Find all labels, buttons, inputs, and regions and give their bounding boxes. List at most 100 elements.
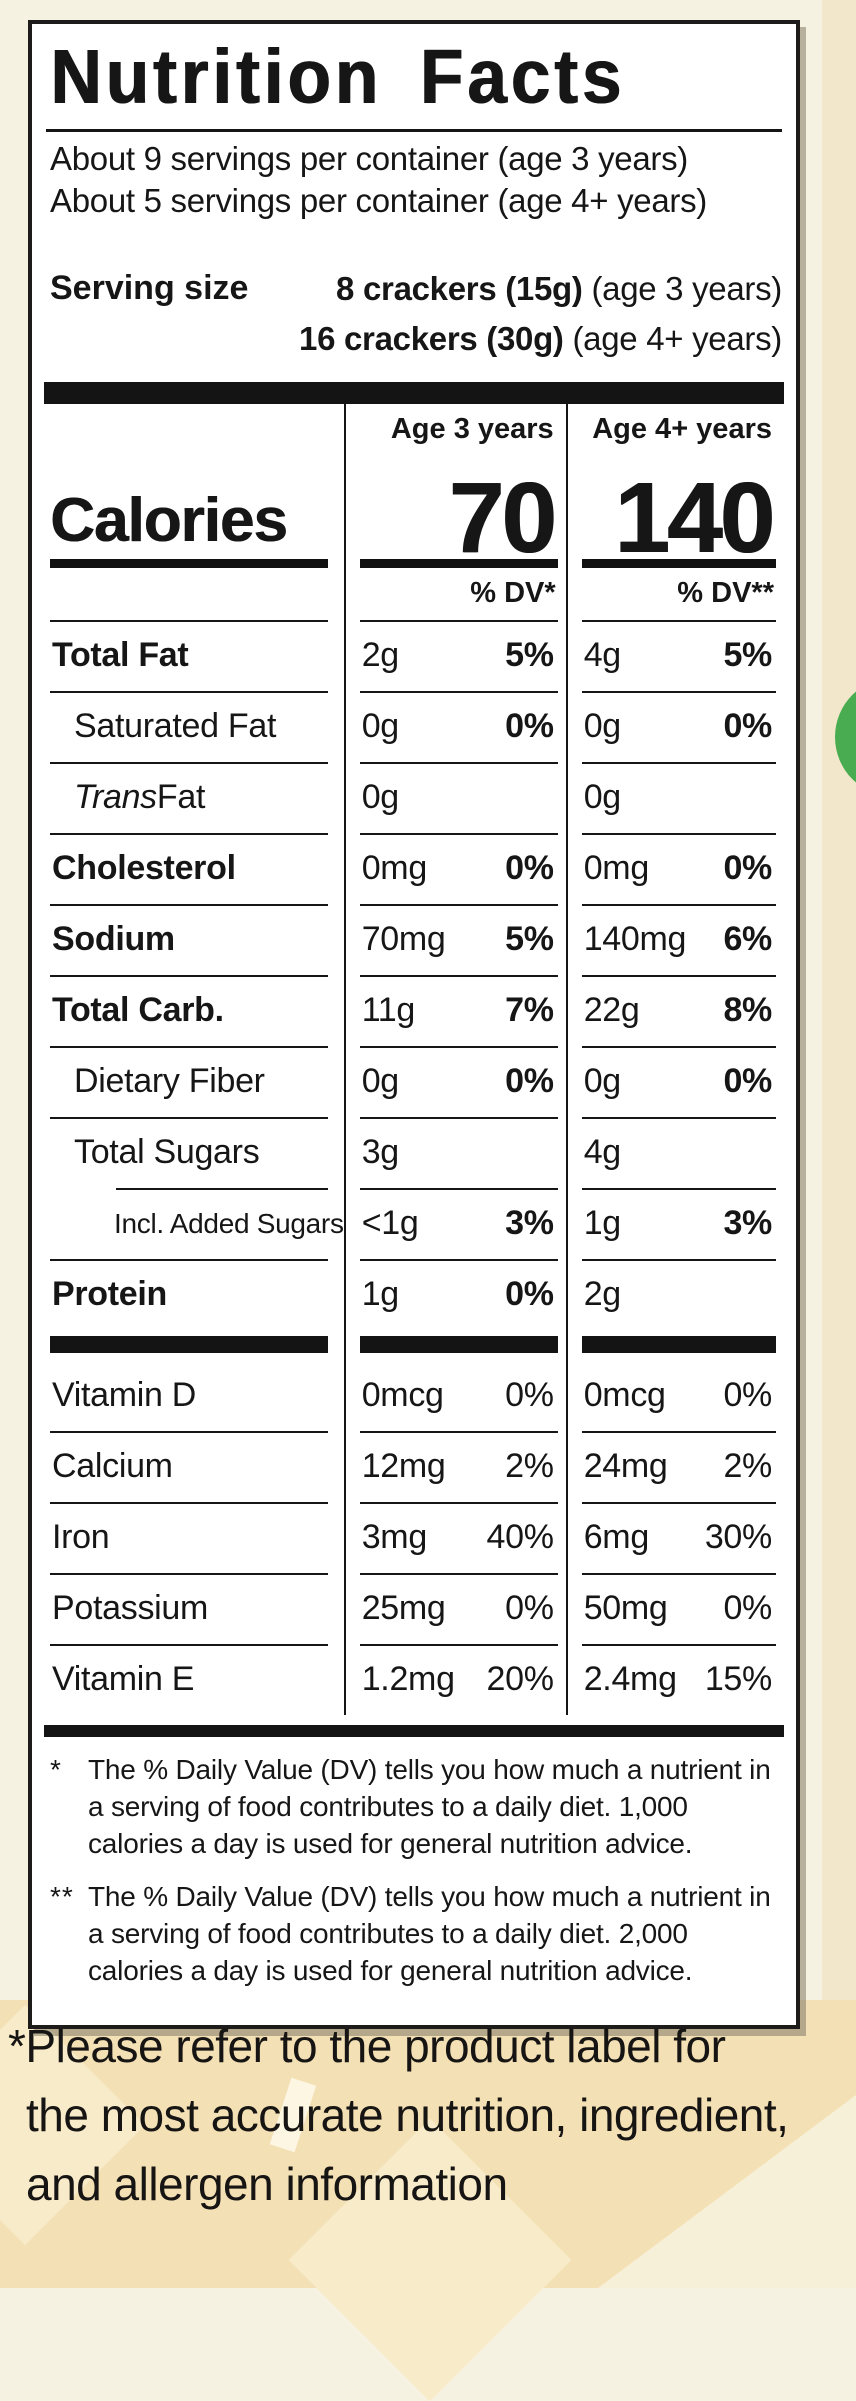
vitamin-cell-age4: 50mg 0%	[565, 1573, 784, 1644]
amount: 1.2mg	[361, 1660, 455, 1698]
percent-dv: 2%	[723, 1447, 772, 1485]
nutrient-name-text: Dietary Fiber	[74, 1062, 265, 1100]
product-label-disclaimer: *Please refer to the product label for t…	[0, 2012, 840, 2219]
nutrient-cell-age3: 70mg 5%	[343, 904, 566, 975]
nutrient-cell-age4: 0mg 0%	[565, 833, 784, 904]
vitamin-cell-age3: 25mg 0%	[343, 1573, 566, 1644]
vitamin-cell-age3: 1.2mg 20%	[343, 1644, 566, 1715]
amount: 4g	[583, 636, 622, 674]
nutrient-name-text: Total Carb.	[52, 991, 224, 1029]
amount: 0g	[361, 707, 400, 745]
serving-size-age-note: (age 4+ years)	[563, 320, 782, 357]
nutrient-cell-age4: 0g 0%	[565, 1046, 784, 1117]
serving-size-age4: 16 crackers (30g) (age 4+ years)	[299, 314, 782, 364]
nutrient-name-italic: Trans	[74, 778, 157, 816]
amount: 3g	[361, 1133, 400, 1171]
dv-header-age3: % DV*	[343, 568, 566, 620]
vitamin-name: Calcium	[44, 1431, 344, 1502]
disclaimer-line: and allergen information	[26, 2158, 508, 2210]
amount: 22g	[583, 991, 640, 1029]
footnote-1000-calories: * The % Daily Value (DV) tells you how m…	[48, 1751, 784, 1862]
nutrient-cell-age4: 0g	[565, 762, 784, 833]
percent-dv: 5%	[505, 636, 554, 674]
amount: 3mg	[361, 1518, 428, 1556]
amount: 2.4mg	[583, 1660, 677, 1698]
percent-dv: 30%	[704, 1518, 772, 1556]
nutrient-cell-age4: 140mg 6%	[565, 904, 784, 975]
footnote-marker: **	[50, 1881, 74, 1912]
percent-dv: 15%	[704, 1660, 772, 1698]
percent-dv: 0%	[505, 849, 554, 887]
age-header-spacer	[44, 404, 344, 450]
amount: 24mg	[583, 1447, 668, 1485]
footnote-marker: *	[50, 1754, 62, 1785]
serving-size-amount: 8 crackers (15g)	[336, 270, 583, 307]
nutrient-name: Saturated Fat	[44, 691, 344, 762]
nutrient-name: Protein	[44, 1259, 344, 1330]
amount: 25mg	[361, 1589, 446, 1627]
amount: 6mg	[583, 1518, 650, 1556]
amount: 0mg	[361, 849, 428, 887]
vitamin-name-text: Potassium	[52, 1589, 209, 1627]
percent-dv: 20%	[486, 1660, 554, 1698]
nutrient-name-text: Total Fat	[52, 636, 189, 674]
percent-dv: 0%	[505, 1275, 554, 1313]
amount: 70mg	[361, 920, 446, 958]
footnote-text: The % Daily Value (DV) tells you how muc…	[88, 1881, 771, 1986]
percent-dv: 0%	[723, 1062, 772, 1100]
nutrient-cell-age3: 0g	[343, 762, 566, 833]
amount: 0g	[583, 1062, 622, 1100]
vitamin-name-text: Calcium	[52, 1447, 173, 1485]
vitamin-cell-age4: 2.4mg 15%	[565, 1644, 784, 1715]
nutrient-name-text: Saturated Fat	[74, 707, 277, 745]
nutrient-name: Dietary Fiber	[44, 1046, 344, 1117]
nutrient-cell-age4: 2g	[565, 1259, 784, 1330]
vitamin-cell-age4: 6mg 30%	[565, 1502, 784, 1573]
nutrition-table: Age 3 years Age 4+ years Calories 70 140…	[44, 404, 784, 1715]
footnote-text: The % Daily Value (DV) tells you how muc…	[88, 1754, 771, 1859]
amount: 0g	[361, 778, 400, 816]
nutrient-cell-age3: 0g 0%	[343, 691, 566, 762]
vitamin-cell-age4: 0mcg 0%	[565, 1360, 784, 1431]
amount: 11g	[361, 991, 416, 1029]
percent-dv: 5%	[723, 636, 772, 674]
amount: 50mg	[583, 1589, 668, 1627]
percent-dv: 8%	[723, 991, 772, 1029]
disclaimer-line: *Please refer to the product label for	[8, 2020, 726, 2072]
nutrient-cell-age4: 0g 0%	[565, 691, 784, 762]
vitamin-name: Potassium	[44, 1573, 344, 1644]
thick-divider-bar	[44, 382, 784, 404]
percent-dv: 7%	[505, 991, 554, 1029]
nutrient-cell-age3: 2g 5%	[343, 620, 566, 691]
percent-dv: 3%	[505, 1204, 554, 1242]
nutrient-name-text: Total Sugars	[74, 1133, 260, 1171]
label-content: Nutrition Facts About 9 servings per con…	[32, 34, 796, 2025]
vitamin-name: Iron	[44, 1502, 344, 1573]
nutrient-cell-age3: <1g 3%	[343, 1188, 566, 1259]
percent-dv: 0%	[505, 1376, 554, 1414]
section-divider-bar	[44, 1330, 344, 1360]
percent-dv: 0%	[505, 1589, 554, 1627]
dv-header-spacer	[44, 568, 344, 620]
nutrient-name: Trans Fat	[44, 762, 344, 833]
percent-dv: 0%	[723, 1376, 772, 1414]
percent-dv: 0%	[723, 849, 772, 887]
serving-size-age3: 8 crackers (15g) (age 3 years)	[299, 264, 782, 314]
amount: 140mg	[583, 920, 687, 958]
nutrition-facts-label: Nutrition Facts About 9 servings per con…	[28, 20, 800, 2029]
percent-dv: 0%	[723, 1589, 772, 1627]
percent-dv: 0%	[723, 707, 772, 745]
vitamin-name-text: Vitamin D	[52, 1376, 197, 1414]
amount: 0g	[583, 778, 622, 816]
vitamin-cell-age4: 24mg 2%	[565, 1431, 784, 1502]
nutrient-cell-age3: 1g 0%	[343, 1259, 566, 1330]
percent-dv: 0%	[505, 707, 554, 745]
nutrient-name-text: Incl. Added Sugars	[114, 1207, 344, 1239]
servings-per-container-age4: About 5 servings per container (age 4+ y…	[50, 182, 707, 219]
nutrient-name: Total Sugars	[44, 1117, 344, 1188]
vitamin-cell-age3: 12mg 2%	[343, 1431, 566, 1502]
nutrient-cell-age3: 3g	[343, 1117, 566, 1188]
amount: 12mg	[361, 1447, 446, 1485]
vitamin-cell-age3: 0mcg 0%	[343, 1360, 566, 1431]
amount: 1g	[583, 1204, 622, 1242]
